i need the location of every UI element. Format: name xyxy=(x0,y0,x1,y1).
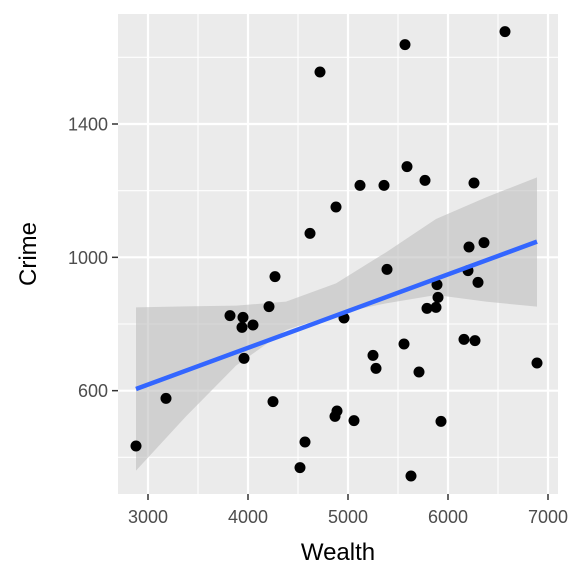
data-point xyxy=(367,349,379,361)
data-point xyxy=(237,311,249,323)
x-axis-title: Wealth xyxy=(301,539,375,566)
data-point xyxy=(458,333,470,345)
data-point xyxy=(419,174,431,186)
data-point xyxy=(269,271,281,283)
data-point xyxy=(421,302,433,314)
data-point xyxy=(469,335,481,347)
data-point xyxy=(432,291,444,303)
data-point xyxy=(463,241,475,253)
y-axis-title: Crime xyxy=(15,222,42,286)
x-tick-label: 5000 xyxy=(328,507,368,527)
data-point xyxy=(130,440,142,452)
data-point xyxy=(330,201,342,213)
data-point xyxy=(348,415,360,427)
regression-line xyxy=(135,239,538,392)
x-tick-label: 4000 xyxy=(228,507,268,527)
data-point xyxy=(399,39,411,51)
y-tick-label: 1000 xyxy=(68,248,108,268)
data-point xyxy=(531,357,543,369)
data-point xyxy=(435,415,447,427)
grid-major xyxy=(118,14,558,494)
data-point xyxy=(236,321,248,333)
data-point xyxy=(381,263,393,275)
data-point xyxy=(431,279,443,291)
data-point xyxy=(331,405,343,417)
data-point xyxy=(299,436,311,448)
data-point xyxy=(413,366,425,378)
data-point xyxy=(160,392,172,404)
data-point xyxy=(267,396,279,408)
data-point xyxy=(238,352,250,364)
confidence-band xyxy=(136,177,537,471)
data-points xyxy=(130,26,543,482)
data-point xyxy=(472,276,484,288)
data-point xyxy=(354,179,366,191)
x-tick-label: 6000 xyxy=(428,507,468,527)
data-point xyxy=(294,462,306,474)
data-point xyxy=(370,362,382,374)
y-tick-label: 600 xyxy=(78,381,108,401)
data-point xyxy=(247,319,259,331)
data-point xyxy=(401,161,413,173)
y-axis-ticks: 600 1000 1400 xyxy=(68,115,118,401)
data-point xyxy=(263,301,275,313)
data-point xyxy=(478,237,490,249)
data-point xyxy=(224,310,236,322)
y-tick-label: 1400 xyxy=(68,115,108,135)
x-tick-label: 7000 xyxy=(528,507,568,527)
data-point xyxy=(430,301,442,313)
data-point xyxy=(499,26,511,38)
data-point xyxy=(314,66,326,78)
x-tick-label: 3000 xyxy=(128,507,168,527)
data-point xyxy=(405,470,417,482)
data-point xyxy=(468,177,480,189)
data-point xyxy=(378,179,390,191)
x-axis-ticks: 3000 4000 5000 6000 7000 xyxy=(128,494,568,527)
data-point xyxy=(398,338,410,350)
data-point xyxy=(304,227,316,239)
